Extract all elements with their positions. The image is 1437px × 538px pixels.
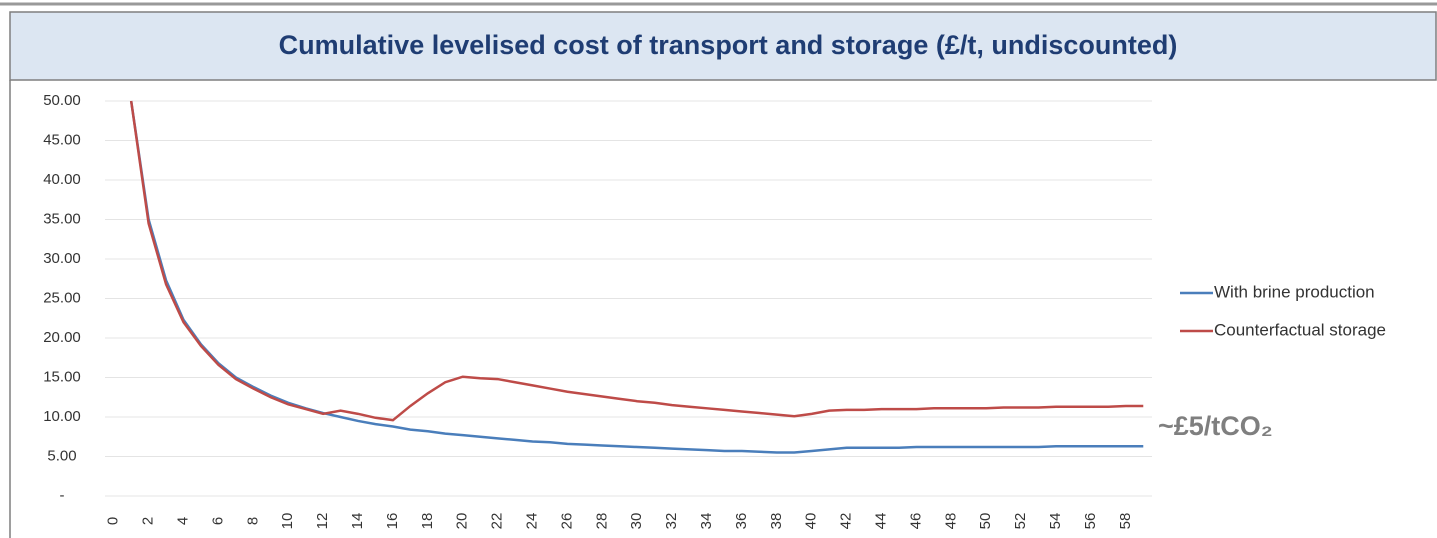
y-tick-label: 45.00 bbox=[43, 131, 81, 148]
x-tick-label: 46 bbox=[907, 513, 924, 530]
y-tick-label: 50.00 bbox=[43, 92, 81, 109]
y-tick-label: 40.00 bbox=[43, 171, 81, 188]
x-tick-label: 22 bbox=[489, 513, 506, 530]
annotation: ~£5/tCO₂ bbox=[1158, 411, 1273, 441]
x-tick-label: 28 bbox=[593, 513, 610, 530]
chart-title: Cumulative levelised cost of transport a… bbox=[279, 30, 1178, 60]
x-tick-label: 24 bbox=[523, 513, 540, 530]
x-tick-label: 36 bbox=[733, 513, 750, 530]
x-tick-label: 2 bbox=[140, 517, 157, 525]
x-tick-label: 30 bbox=[628, 513, 645, 530]
x-tick-label: 6 bbox=[209, 517, 226, 525]
x-tick-label: 10 bbox=[279, 513, 296, 530]
x-tick-label: 0 bbox=[105, 517, 122, 525]
x-tick-label: 40 bbox=[803, 513, 820, 530]
legend-label: With brine production bbox=[1214, 282, 1375, 301]
legend-label: Counterfactual storage bbox=[1214, 320, 1386, 339]
x-tick-label: 58 bbox=[1117, 513, 1134, 530]
series-line bbox=[129, 100, 1144, 454]
x-tick-label: 38 bbox=[768, 513, 785, 530]
y-tick-label: 35.00 bbox=[43, 210, 81, 227]
x-tick-label: 54 bbox=[1047, 513, 1064, 530]
y-tick-label: 25.00 bbox=[43, 289, 81, 306]
y-tick-label: 15.00 bbox=[43, 368, 81, 385]
x-tick-label: 56 bbox=[1082, 513, 1099, 530]
y-tick-label: 30.00 bbox=[43, 250, 81, 267]
x-tick-label: 44 bbox=[872, 513, 889, 530]
y-tick-label: - bbox=[60, 487, 65, 504]
y-tick-label: 5.00 bbox=[47, 447, 76, 464]
y-tick-label: 10.00 bbox=[43, 408, 81, 425]
x-tick-label: 50 bbox=[977, 513, 994, 530]
x-tick-label: 34 bbox=[698, 513, 715, 530]
x-tick-label: 42 bbox=[838, 513, 855, 530]
x-tick-label: 48 bbox=[942, 513, 959, 530]
series-line bbox=[129, 100, 1144, 422]
x-tick-label: 8 bbox=[244, 517, 261, 525]
y-tick-label: 20.00 bbox=[43, 329, 81, 346]
x-tick-label: 32 bbox=[663, 513, 680, 530]
x-tick-label: 16 bbox=[384, 513, 401, 530]
x-tick-label: 20 bbox=[454, 513, 471, 530]
x-tick-label: 14 bbox=[349, 513, 366, 530]
x-tick-label: 4 bbox=[174, 517, 191, 525]
x-tick-label: 12 bbox=[314, 513, 331, 530]
x-tick-label: 18 bbox=[419, 513, 436, 530]
title-box bbox=[9, 11, 1437, 81]
x-tick-label: 26 bbox=[558, 513, 575, 530]
x-tick-label: 52 bbox=[1012, 513, 1029, 530]
